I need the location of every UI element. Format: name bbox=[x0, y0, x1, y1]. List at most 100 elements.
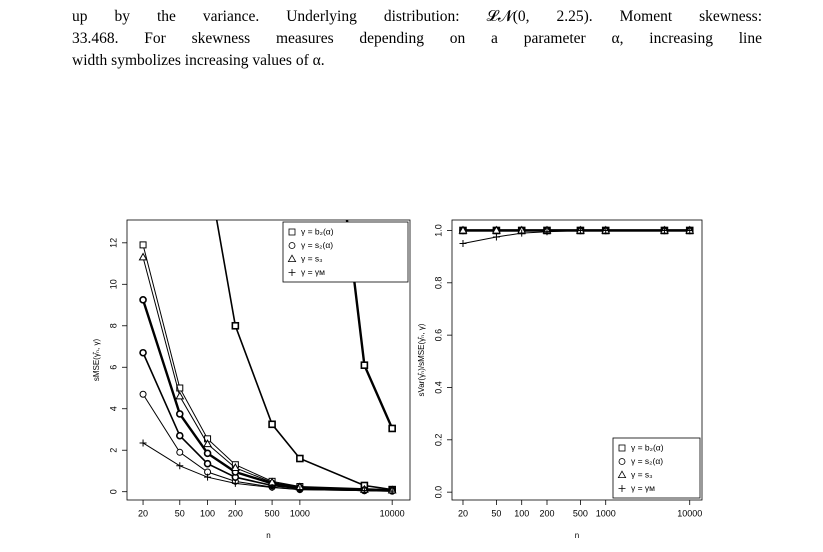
marker bbox=[139, 390, 147, 398]
marker bbox=[203, 449, 212, 458]
marker bbox=[491, 225, 501, 234]
x-tick-label: 50 bbox=[491, 508, 501, 518]
marker bbox=[268, 420, 276, 429]
x-tick-label: 100 bbox=[514, 508, 529, 518]
legend-label: γ = s₂(α) bbox=[301, 240, 333, 250]
marker bbox=[268, 484, 276, 492]
marker bbox=[287, 254, 297, 262]
marker bbox=[492, 233, 500, 241]
marker bbox=[686, 226, 694, 234]
marker bbox=[602, 226, 610, 234]
marker bbox=[139, 296, 147, 304]
legend-label: γ = b₂(α) bbox=[631, 442, 664, 452]
x-axis-label: n bbox=[575, 531, 579, 540]
legend-label: γ = γᴍ bbox=[631, 483, 655, 493]
x-tick-label: 20 bbox=[138, 508, 148, 518]
x-tick-label: 200 bbox=[228, 508, 243, 518]
x-tick-label: 200 bbox=[539, 508, 554, 518]
x-tick-label: 1000 bbox=[290, 508, 310, 518]
y-tick-label: 0.4 bbox=[433, 381, 443, 394]
marker bbox=[288, 228, 296, 236]
series-line bbox=[462, 229, 690, 245]
marker bbox=[139, 348, 147, 357]
y-tick-label: 0.0 bbox=[433, 486, 443, 499]
legend-label: γ = s₃ bbox=[631, 469, 653, 479]
x-tick-label: 100 bbox=[200, 508, 215, 518]
x-tick-label: 10000 bbox=[380, 508, 405, 518]
marker bbox=[618, 444, 626, 452]
marker bbox=[288, 242, 296, 249]
marker bbox=[175, 391, 185, 400]
marker bbox=[139, 241, 147, 249]
series-line bbox=[345, 220, 394, 429]
marker bbox=[288, 269, 296, 276]
y-axis-label: sMSE(γ̂ₙ, γ) bbox=[92, 339, 101, 382]
text-line: up by the variance. Underlying distribut… bbox=[72, 8, 762, 25]
marker bbox=[230, 463, 240, 471]
marker bbox=[543, 228, 551, 236]
series-line bbox=[142, 257, 393, 491]
marker bbox=[203, 439, 213, 448]
x-axis-label: n bbox=[266, 531, 270, 540]
marker bbox=[296, 454, 304, 463]
y-tick-label: 0.2 bbox=[433, 434, 443, 447]
marker bbox=[617, 470, 627, 478]
marker bbox=[618, 458, 626, 465]
plot-frame bbox=[126, 219, 411, 501]
legend-label: γ = s₂(α) bbox=[631, 456, 663, 466]
y-tick-label: 0.6 bbox=[433, 329, 443, 342]
series-line bbox=[142, 442, 393, 492]
series-line bbox=[142, 393, 393, 492]
x-tick-label: 50 bbox=[175, 508, 185, 518]
marker bbox=[203, 459, 212, 468]
marker bbox=[231, 479, 239, 487]
marker bbox=[139, 439, 147, 447]
marker bbox=[205, 165, 211, 171]
y-tick-label: 4 bbox=[108, 406, 118, 411]
y-tick-label: 12 bbox=[108, 238, 118, 248]
legend-label: γ = γᴍ bbox=[301, 267, 325, 277]
marker bbox=[204, 473, 212, 481]
marker bbox=[576, 226, 584, 234]
marker bbox=[175, 431, 184, 440]
y-tick-label: 6 bbox=[108, 365, 118, 370]
marker bbox=[518, 229, 526, 237]
legend-box bbox=[282, 221, 409, 283]
series-line bbox=[215, 220, 393, 491]
marker bbox=[360, 487, 368, 495]
marker bbox=[296, 486, 304, 494]
marker bbox=[175, 410, 184, 418]
marker bbox=[138, 252, 148, 261]
plot-area bbox=[138, 165, 397, 495]
y-tick-label: 0 bbox=[108, 489, 118, 494]
x-tick-label: 500 bbox=[265, 508, 280, 518]
plot-frame bbox=[451, 219, 703, 501]
marker bbox=[360, 361, 369, 369]
y-tick-label: 1.0 bbox=[433, 224, 443, 237]
marker bbox=[176, 462, 184, 470]
marker bbox=[458, 225, 468, 234]
x-tick-label: 20 bbox=[458, 508, 468, 518]
marker bbox=[176, 448, 184, 456]
legend-label: γ = s₃ bbox=[301, 253, 323, 263]
y-tick-label: 8 bbox=[108, 323, 118, 328]
plot-area bbox=[458, 225, 695, 248]
marker bbox=[388, 487, 396, 495]
marker bbox=[388, 424, 396, 433]
x-tick-label: 10000 bbox=[677, 508, 702, 518]
y-tick-label: 10 bbox=[108, 279, 118, 289]
x-tick-label: 500 bbox=[573, 508, 588, 518]
text-line: width symbolizes increasing values of α. bbox=[72, 52, 325, 69]
marker bbox=[660, 226, 668, 234]
marker bbox=[176, 384, 184, 392]
y-tick-label: 0.8 bbox=[433, 277, 443, 290]
x-tick-label: 1000 bbox=[596, 508, 616, 518]
marker bbox=[618, 485, 626, 492]
text-line: 33.468. For skewness measures depending … bbox=[72, 30, 762, 47]
legend-box bbox=[612, 437, 701, 499]
marker bbox=[459, 240, 467, 248]
y-tick-label: 2 bbox=[108, 448, 118, 453]
y-axis-label: sVar(γ̂ₙ)/sMSE(γ̂ₙ, γ) bbox=[417, 323, 426, 396]
